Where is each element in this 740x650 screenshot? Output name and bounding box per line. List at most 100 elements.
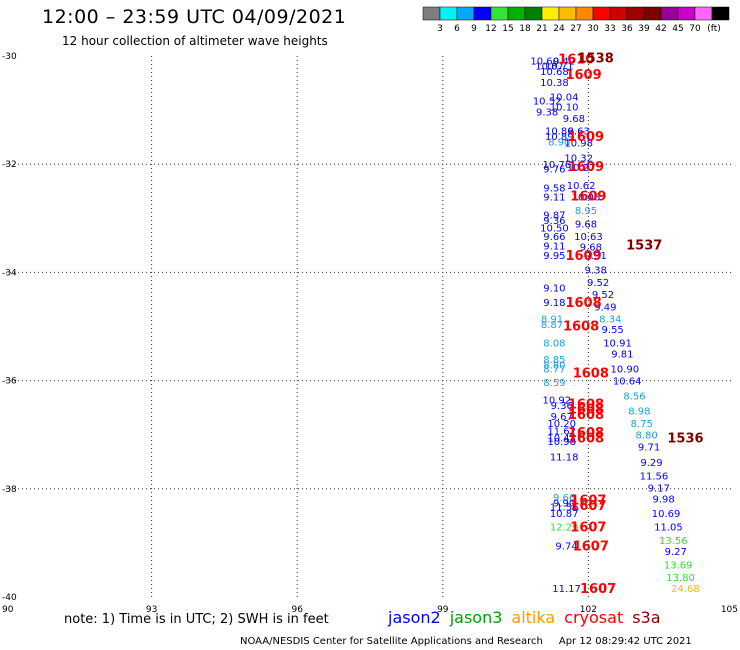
colorbar-label: (ft) — [707, 24, 721, 34]
wave-height-label: 8.80 — [636, 431, 658, 442]
wave-height-label: 11.05 — [654, 523, 683, 534]
colorbar-label: 18 — [519, 24, 531, 34]
colorbar-legend: 3 6 9 12 15 18 21 24 27 30 33 36 39 42 45 70 (ft) — [422, 6, 730, 34]
wave-height-label: 10.32 — [564, 154, 593, 165]
wave-height-label: 8.98 — [628, 406, 650, 417]
wave-height-label: 9.71 — [638, 443, 660, 454]
wave-height-label: 8.85 — [543, 355, 565, 366]
colorbar-label: 24 — [553, 24, 565, 34]
wave-height-label: 9.63 — [568, 127, 590, 138]
wave-height-label: 11.62 — [547, 426, 576, 437]
wave-height-label: 9.36 — [543, 216, 565, 227]
wave-height-label: 8.90 — [548, 137, 570, 148]
colorbar-label: 36 — [621, 24, 633, 34]
legend-entry-jason2: jason2 — [388, 608, 441, 627]
wave-height-label: 8.59 — [543, 378, 565, 389]
x-tick-label: 99 — [437, 605, 449, 615]
colorbar-label: 9 — [471, 24, 477, 34]
wave-height-label: 11.56 — [640, 471, 669, 482]
pass-time-label: 1608 — [568, 397, 604, 412]
wave-height-label: 9.38 — [585, 266, 607, 277]
colorbar-label: 27 — [570, 24, 581, 34]
wave-height-label: 10.52 — [533, 96, 562, 107]
wave-height-label: 10.87 — [550, 509, 579, 520]
wave-height-label: 11.17 — [552, 584, 581, 595]
wave-height-label: 9.76 — [543, 165, 565, 176]
pass-time-label: 1608 — [568, 403, 604, 418]
wave-height-label: 9.81 — [611, 350, 633, 361]
x-tick-label: 93 — [146, 605, 157, 615]
wave-height-label: 10.27 — [567, 163, 596, 174]
y-tick-label: -36 — [2, 377, 17, 387]
wave-height-label: 9.87 — [543, 211, 565, 222]
wave-height-label: 10.92 — [543, 396, 572, 407]
pass-time-label: 1536 — [667, 431, 703, 446]
page-title: 12:00 – 23:59 UTC 04/09/2021 — [42, 6, 347, 28]
pass-time-label: 1609 — [565, 249, 601, 264]
pass-time-label: 1609 — [568, 160, 604, 175]
pass-time-label: 1607 — [570, 499, 606, 514]
wave-height-label: 10.68 — [540, 67, 569, 78]
wave-height-label: 9.31 — [585, 251, 607, 262]
pass-time-label: 1608 — [563, 319, 599, 334]
wave-height-label: 24.68 — [671, 584, 700, 595]
pass-time-label: 1610 — [558, 53, 594, 68]
wave-height-label: 9.95 — [543, 251, 565, 262]
colorbar-label: 21 — [536, 24, 547, 34]
pass-time-label: 1608 — [568, 408, 604, 423]
wave-height-label: 10.10 — [550, 102, 579, 113]
wave-height-label: 10.86 — [545, 127, 574, 138]
wave-height-label: 8.95 — [575, 206, 597, 217]
wave-height-label: 10.06 — [572, 193, 601, 204]
colorbar-label: 70 — [689, 24, 701, 34]
colorbar-label: 39 — [638, 24, 650, 34]
wave-height-label: 9.42 — [553, 56, 575, 67]
wave-height-label: 8.75 — [631, 419, 653, 430]
wave-height-label: 10.50 — [540, 223, 569, 234]
footer: NOAA/NESDIS Center for Satellite Applica… — [240, 636, 692, 647]
wave-height-label: 13.69 — [664, 561, 693, 572]
y-tick-label: -32 — [2, 160, 17, 170]
x-tick-label: 102 — [580, 605, 597, 615]
x-tick-label: 96 — [291, 605, 303, 615]
wave-height-label: 9.68 — [580, 242, 602, 253]
wave-height-label: 9.66 — [553, 493, 575, 504]
colorbar-label: 15 — [502, 24, 513, 34]
wave-height-label: 10.04 — [550, 93, 579, 104]
wave-height-label: 8.08 — [543, 339, 565, 350]
pass-time-label: 1537 — [626, 238, 662, 253]
wave-height-label: 9.52 — [587, 278, 609, 289]
wave-height-label: 8.56 — [623, 392, 645, 403]
wave-height-label: 9.66 — [543, 232, 565, 243]
wave-height-label: 10.71 — [545, 62, 574, 73]
y-tick-label: -40 — [2, 593, 17, 603]
wave-height-label: 9.74 — [555, 542, 577, 553]
wave-height-label: 12.29 — [550, 523, 579, 534]
wave-height-label: 9.68 — [563, 114, 585, 125]
wave-height-label: 10.43 — [547, 433, 576, 444]
pass-time-label: 1608 — [573, 366, 609, 381]
pass-time-label: 1538 — [578, 52, 614, 67]
note-text: note: 1) Time is in UTC; 2) SWH is in fe… — [64, 612, 329, 627]
y-tick-label: -38 — [2, 485, 17, 495]
satellite-legend: jason2 jason3 altika cryosat s3a — [388, 608, 670, 627]
pass-time-label: 1609 — [568, 130, 604, 145]
page-subtitle: 12 hour collection of altimeter wave hei… — [62, 34, 328, 48]
colorbar-label: 3 — [437, 24, 443, 34]
wave-height-label: 10.64 — [613, 377, 642, 388]
footer-timestamp: Apr 12 08:29:42 UTC 2021 — [558, 636, 692, 647]
footer-credit: NOAA/NESDIS Center for Satellite Applica… — [240, 636, 543, 647]
wave-height-label: 10.87 — [535, 62, 564, 73]
wave-height-label: 9.90 — [553, 498, 575, 509]
pass-time-label: 1607 — [570, 521, 606, 536]
wave-height-label: 9.10 — [543, 284, 565, 295]
y-tick-label: -30 — [2, 52, 17, 62]
wave-height-label: 10.89 — [545, 132, 574, 143]
wave-height-label: 10.38 — [540, 78, 569, 89]
pass-time-label: 1608 — [568, 431, 604, 446]
legend-entry-jason3: jason3 — [449, 608, 503, 627]
wave-height-label: 8.91 — [541, 314, 563, 325]
wave-height-label: 10.76 — [543, 160, 572, 171]
wave-height-label: 10.91 — [603, 339, 632, 350]
